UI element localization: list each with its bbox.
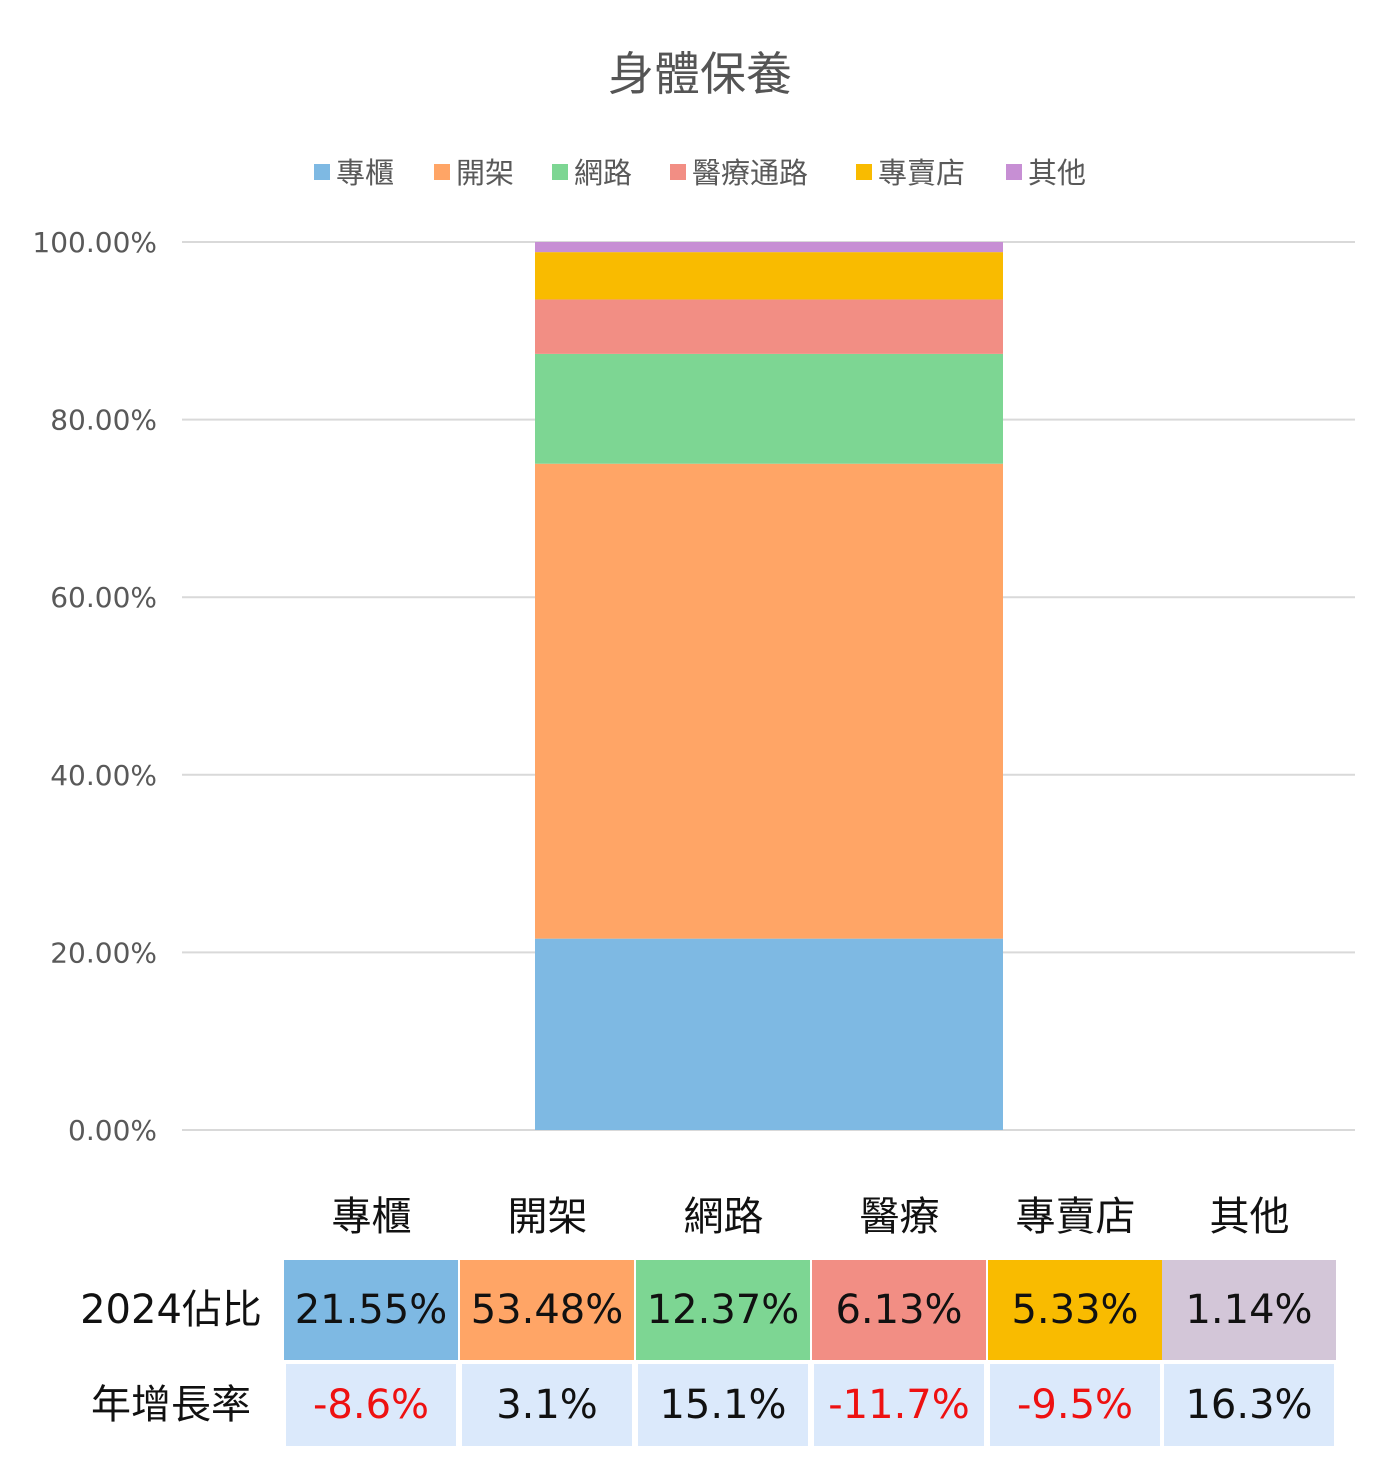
growth-cell: 15.1% [638,1364,808,1446]
y-tick-label: 60.00% [50,581,157,614]
chart-title: 身體保養 [608,47,792,101]
legend-swatch [552,164,568,180]
y-axis-tick-labels: 0.00% 20.00% 40.00% 60.00% 80.00% 100.00% [32,226,157,1147]
growth-cell: -9.5% [990,1364,1160,1446]
share-cell: 5.33% [988,1260,1162,1360]
legend-label: 網路 [574,156,632,190]
bar-segment-網路 [535,353,1003,464]
table-header: 開架 [507,1194,588,1240]
y-tick-label: 40.00% [50,759,157,792]
legend-swatch [1006,164,1022,180]
share-cell: 12.37% [636,1260,810,1360]
legend-label: 醫療通路 [692,156,808,190]
y-tick-label: 20.00% [50,936,157,969]
y-tick-label: 100.00% [32,226,157,259]
share-cell: 21.55% [284,1260,458,1360]
legend-swatch [314,164,330,180]
legend-label: 開架 [456,156,514,190]
table-header: 其他 [1209,1194,1290,1240]
share-cell: 1.14% [1162,1260,1336,1360]
stacked-bar-chart: 身體保養 專櫃 開架 網路 醫療通路 專賣店 其他 0.00% 20.00% 40.00% 60… [32,47,1355,1147]
bar-segment-專賣店 [535,252,1003,300]
table-header: 專櫃 [331,1194,412,1240]
legend-label: 專賣店 [878,156,965,190]
table-header: 醫療 [859,1194,940,1240]
legend-label: 專櫃 [336,156,394,190]
chart-legend: 專櫃 開架 網路 醫療通路 專賣店 其他 [314,156,1086,190]
y-tick-label: 80.00% [50,404,157,437]
stacked-bar [535,242,1003,1130]
bar-segment-醫療通路 [535,299,1003,354]
table-header: 網路 [683,1194,764,1240]
growth-cell: 3.1% [462,1364,632,1446]
legend-label: 其他 [1028,156,1086,190]
legend-swatch [856,164,872,180]
growth-cell: -8.6% [286,1364,456,1446]
growth-cell: -11.7% [814,1364,984,1446]
y-tick-label: 0.00% [68,1114,157,1147]
growth-cell: 16.3% [1164,1364,1334,1446]
share-cell: 6.13% [812,1260,986,1360]
bar-segment-開架 [535,463,1003,939]
legend-swatch [670,164,686,180]
share-row-label: 2024佔比 [80,1287,262,1333]
table-header: 專賣店 [1015,1194,1136,1240]
share-cell: 53.48% [460,1260,634,1360]
bar-segment-專櫃 [535,938,1003,1130]
growth-row-label: 年增長率 [91,1382,251,1428]
legend-swatch [434,164,450,180]
bar-segment-其他 [535,242,1003,253]
